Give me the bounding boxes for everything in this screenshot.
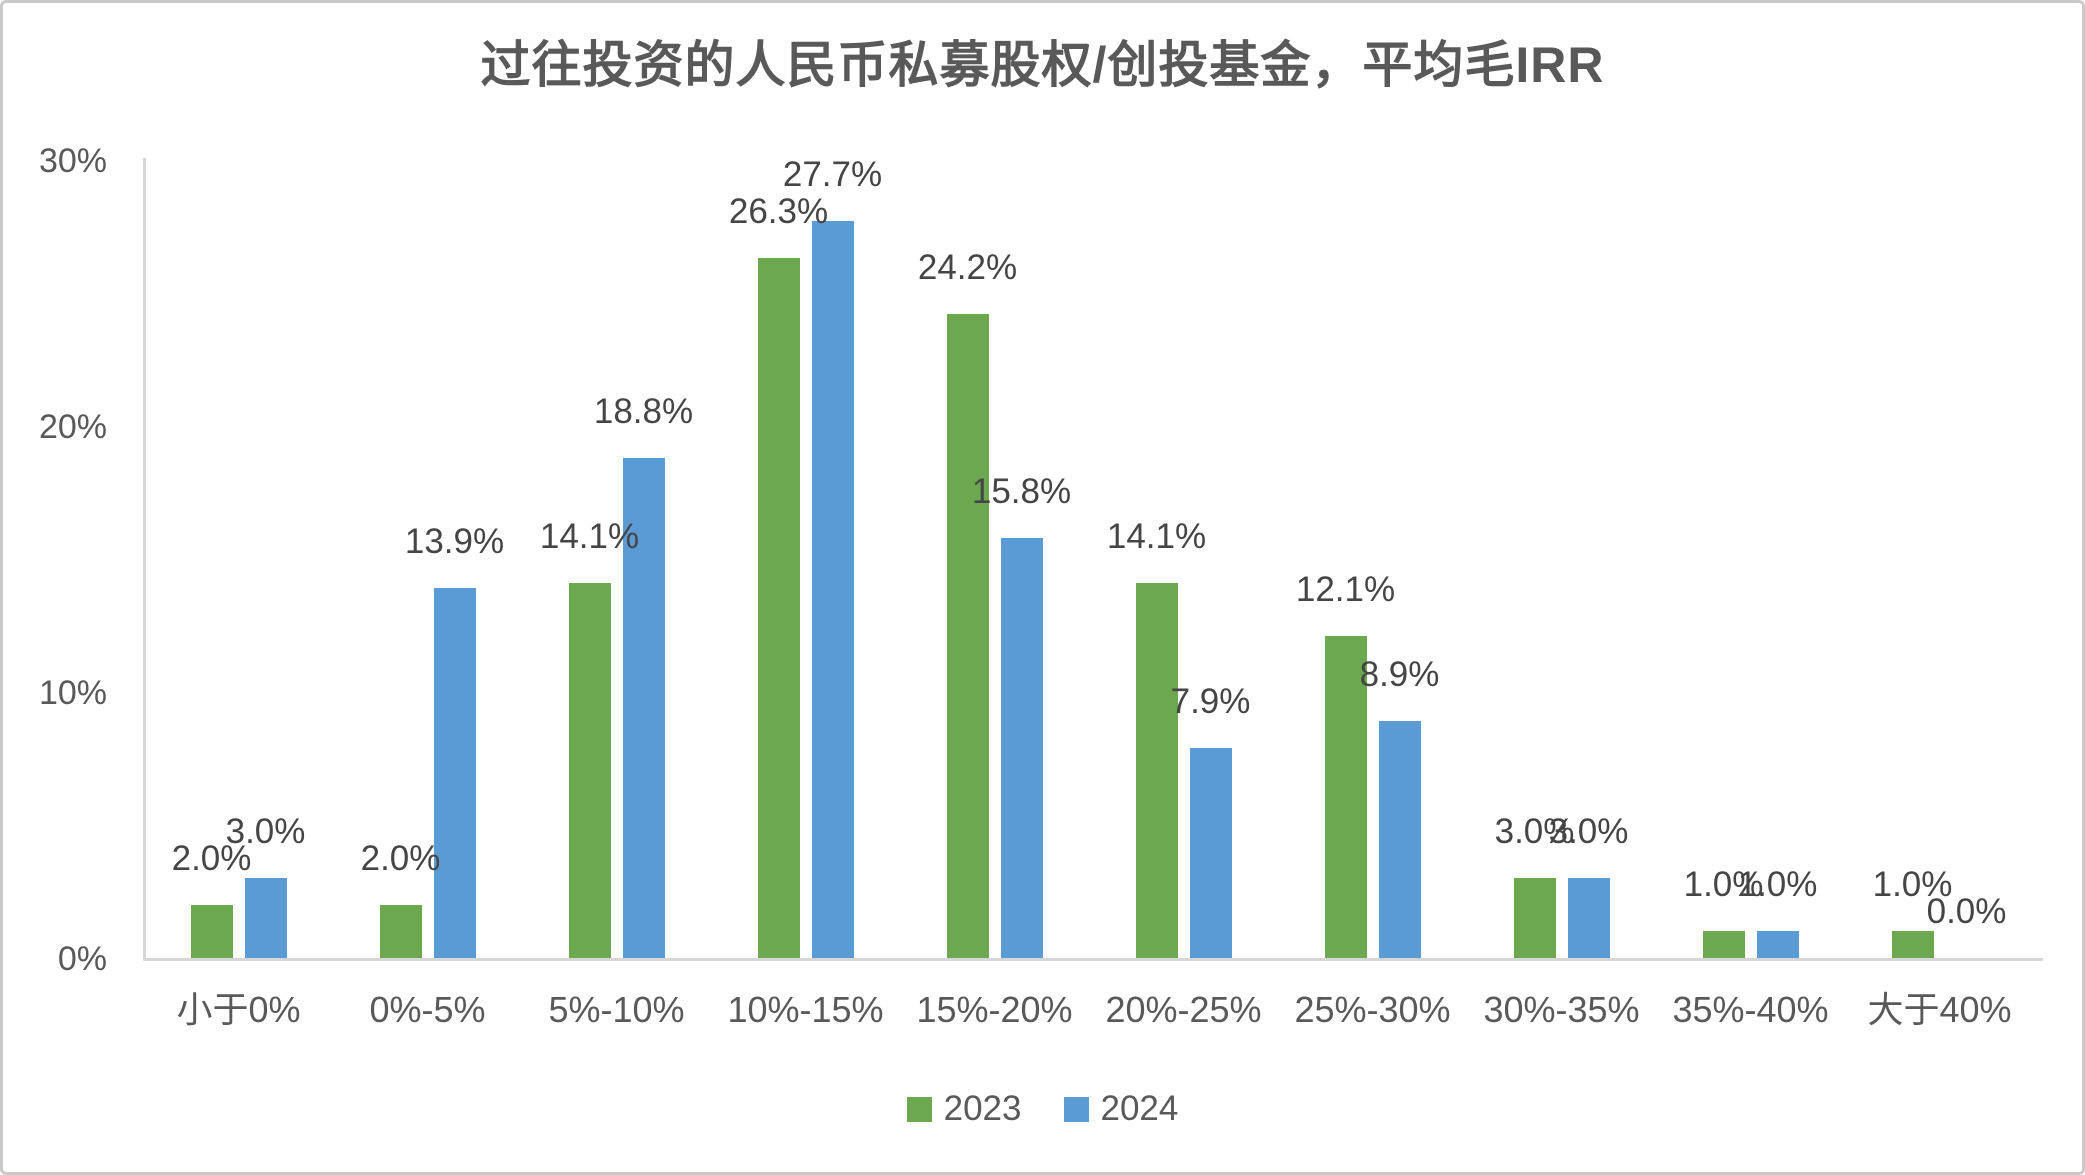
bar-2023-4 [946, 314, 989, 958]
data-label-2024-3: 27.7% [782, 155, 883, 194]
bar-2023-0 [190, 905, 233, 958]
data-label-2024-0: 3.0% [225, 812, 306, 851]
x-tick-label-0: 小于0% [176, 989, 301, 1030]
legend-label-2024: 2024 [1100, 1089, 1179, 1128]
data-label-2023-1: 2.0% [360, 839, 441, 878]
bar-2023-3 [757, 258, 800, 958]
x-tick-label-7: 30%-35% [1483, 989, 1640, 1030]
x-tick-label-3: 10%-15% [727, 989, 884, 1030]
bar-2024-1 [433, 588, 476, 958]
x-axis-line [143, 958, 2043, 961]
data-label-2024-1: 13.9% [404, 522, 505, 561]
y-tick-label-0: 0% [57, 940, 107, 978]
data-label-2023-8: 1.0% [1683, 865, 1764, 904]
data-label-2024-7: 3.0% [1548, 812, 1629, 851]
x-tick-label-9: 大于40% [1867, 989, 2012, 1030]
data-label-2024-6: 8.9% [1359, 655, 1440, 694]
y-tick-label-3: 30% [38, 142, 107, 180]
bar-2024-7 [1567, 878, 1610, 958]
bar-2024-2 [622, 458, 665, 958]
x-tick-label-8: 35%-40% [1672, 989, 1829, 1030]
y-axis-line [143, 158, 146, 961]
data-label-2024-5: 7.9% [1170, 682, 1251, 721]
data-label-2024-4: 15.8% [971, 472, 1072, 511]
x-tick-label-1: 0%-5% [369, 989, 486, 1030]
data-label-2023-3: 26.3% [728, 192, 829, 231]
bar-2024-5 [1189, 748, 1232, 958]
bar-2023-2 [568, 583, 611, 958]
plot-area: 0% 10% 20% 30% 小于0% 0%-5% 5%-10% 10%-15% 15%-20%… [3, 3, 2082, 1172]
bar-2023-7 [1513, 878, 1556, 958]
y-tick-label-1: 10% [38, 674, 107, 712]
y-tick-label-2: 20% [38, 408, 107, 446]
x-tick-label-6: 25%-30% [1294, 989, 1451, 1030]
legend-swatch-2024 [1063, 1096, 1089, 1122]
data-label-2024-8: 1.0% [1737, 865, 1818, 904]
chart-title: 过往投资的人民币私募股权/创投基金，平均毛IRR [480, 37, 1605, 93]
data-label-2023-5: 14.1% [1106, 517, 1207, 556]
data-label-2023-4: 24.2% [917, 248, 1018, 287]
bar-2023-5 [1135, 583, 1178, 958]
x-tick-label-4: 15%-20% [916, 989, 1073, 1030]
data-label-2023-2: 14.1% [539, 517, 640, 556]
data-label-2023-9: 1.0% [1872, 865, 1953, 904]
x-tick-label-5: 20%-25% [1105, 989, 1262, 1030]
bar-2024-6 [1378, 721, 1421, 958]
bar-2024-4 [1000, 538, 1043, 958]
bar-2024-8 [1756, 931, 1799, 958]
legend-item-2023: 2023 [906, 1089, 1022, 1129]
data-label-2024-9: 0.0% [1926, 892, 2007, 931]
bar-2023-1 [379, 905, 422, 958]
bar-2024-3 [811, 221, 854, 958]
data-label-2023-6: 12.1% [1295, 570, 1396, 609]
bar-2023-9 [1891, 931, 1934, 958]
legend-label-2023: 2023 [943, 1089, 1022, 1128]
legend: 2023 2024 [3, 1089, 2082, 1129]
data-label-2023-0: 2.0% [171, 839, 252, 878]
data-label-2023-7: 3.0% [1494, 812, 1575, 851]
legend-item-2024: 2024 [1063, 1089, 1179, 1129]
bar-2023-8 [1702, 931, 1745, 958]
x-tick-label-2: 5%-10% [548, 989, 685, 1030]
legend-swatch-2023 [906, 1096, 932, 1122]
bar-2024-0 [244, 878, 287, 958]
bar-2023-6 [1324, 636, 1367, 958]
data-label-2024-2: 18.8% [593, 392, 694, 431]
